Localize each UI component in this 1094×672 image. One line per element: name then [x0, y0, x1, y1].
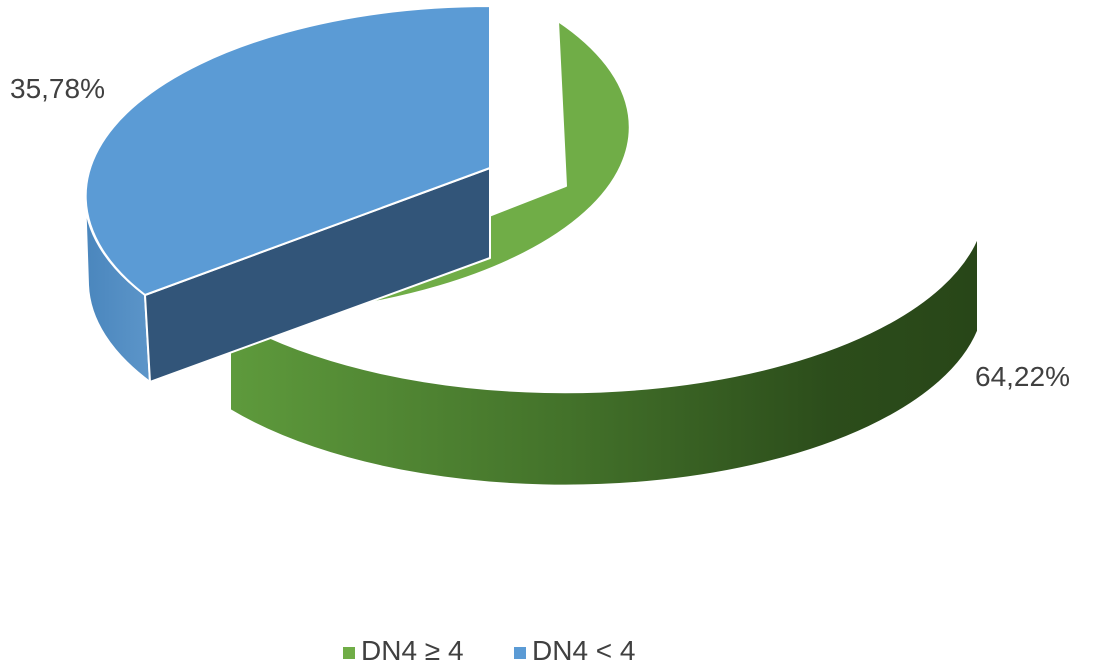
slice-dn4-ge-4-side [229, 235, 979, 487]
legend-label-dn4-ge-4: DN4 ≥ 4 [361, 635, 464, 666]
data-label-dn4-lt-4: 35,78% [10, 73, 105, 104]
legend-label-dn4-lt-4: DN4 < 4 [532, 635, 636, 666]
legend-swatch-dn4-ge-4 [343, 647, 355, 659]
slice-dn4-lt-4-top [84, 5, 491, 296]
data-label-dn4-ge-4: 64,22% [975, 361, 1070, 392]
legend-swatch-dn4-lt-4 [514, 647, 526, 659]
slice-dn4-lt-4 [83, 5, 491, 383]
legend-item-dn4-ge-4: DN4 ≥ 4 [343, 635, 464, 666]
legend-item-dn4-lt-4: DN4 < 4 [514, 635, 636, 666]
legend: DN4 ≥ 4 DN4 < 4 [343, 635, 636, 666]
